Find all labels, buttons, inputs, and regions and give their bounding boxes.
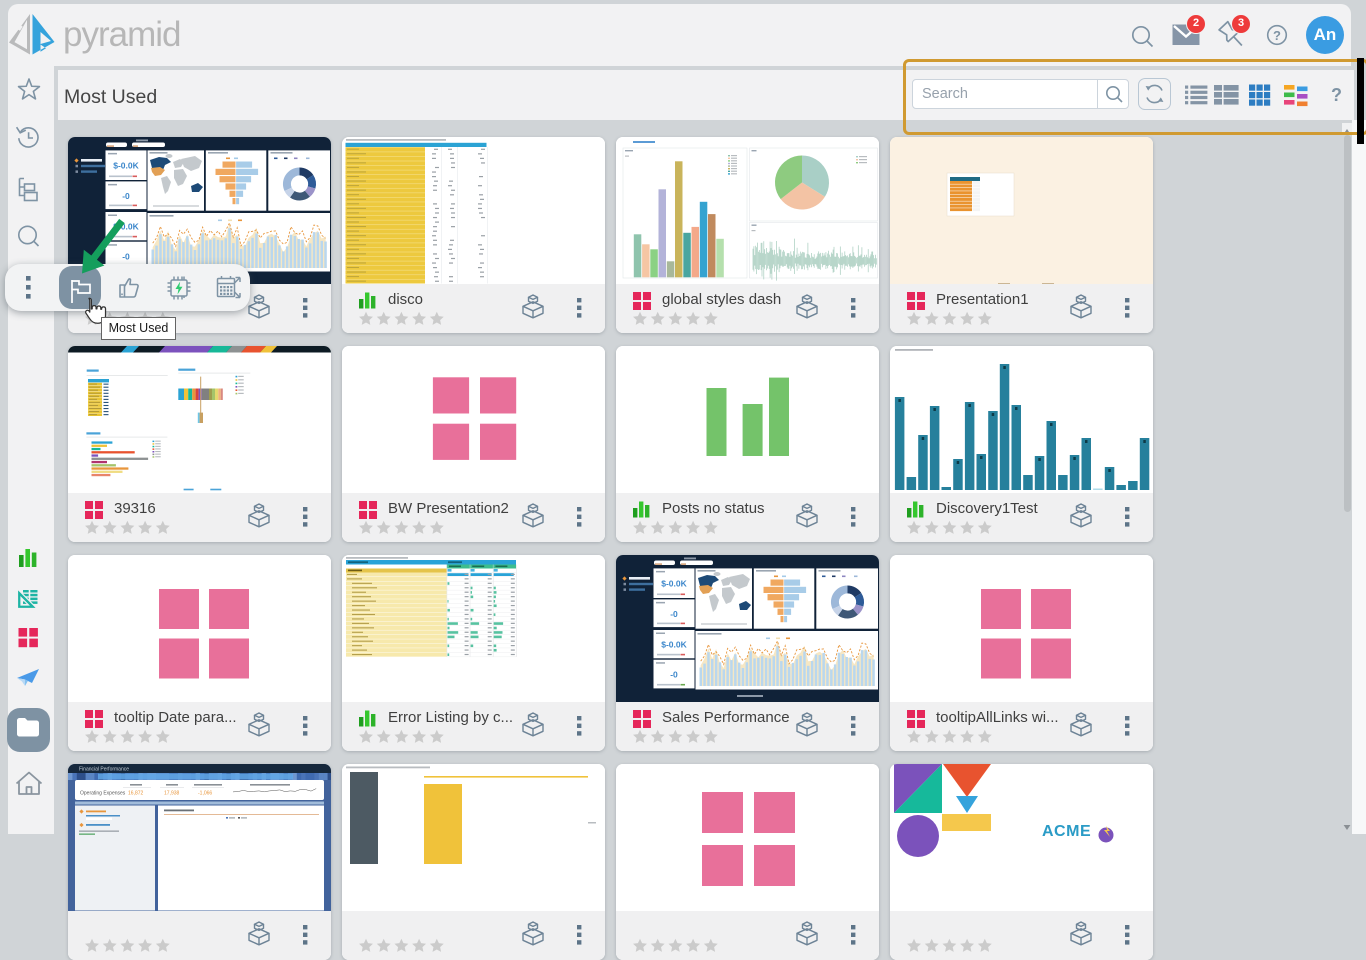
svg-text:$-0.0K: $-0.0K [113, 222, 139, 232]
svg-text:17,938: 17,938 [164, 791, 180, 797]
svg-text:ACME: ACME [1042, 823, 1091, 840]
svg-text:-0: -0 [122, 252, 130, 262]
svg-text:Financial Performance: Financial Performance [79, 767, 129, 773]
svg-text:-0: -0 [122, 191, 130, 201]
svg-text:$-0.0K: $-0.0K [661, 640, 687, 650]
svg-text:-0: -0 [670, 609, 678, 619]
svg-text:16,872: 16,872 [128, 791, 144, 797]
svg-text:-1,066: -1,066 [198, 791, 212, 797]
svg-text:-0: -0 [670, 670, 678, 680]
svg-text:$-0.0K: $-0.0K [113, 161, 139, 171]
svg-text:Operating Expenses: Operating Expenses [80, 791, 126, 797]
svg-text:?: ? [1273, 28, 1281, 43]
svg-text:$-0.0K: $-0.0K [661, 579, 687, 589]
